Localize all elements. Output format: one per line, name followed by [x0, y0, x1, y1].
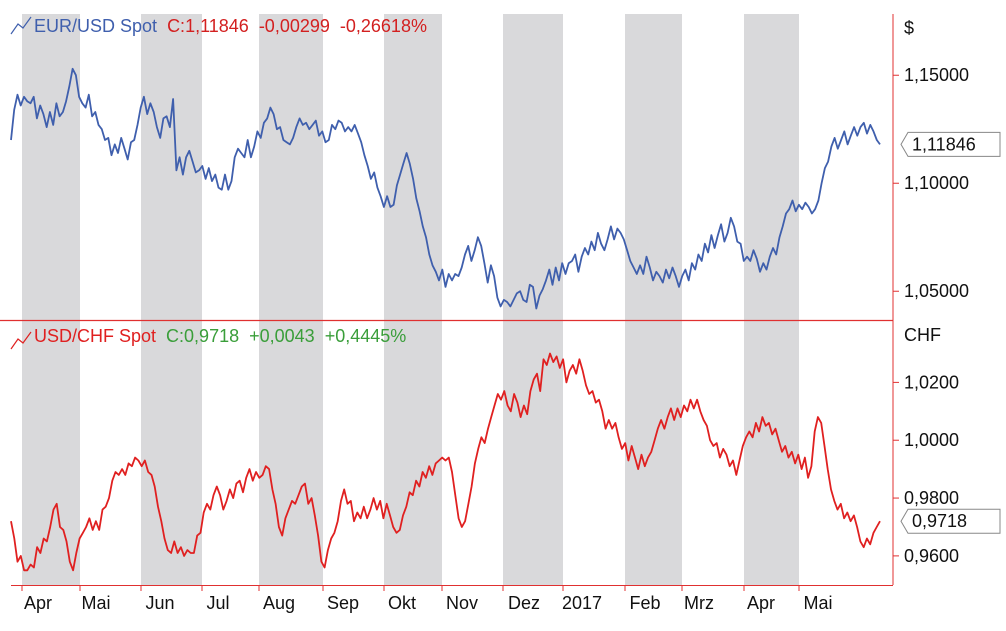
x-tick-label: Mai [803, 593, 832, 613]
x-axis-ticks: Apr Mai Jun Jul Aug Sep Okt Nov Dez 2017 Feb Mrz Apr… [21, 585, 833, 613]
month-band [384, 14, 442, 585]
month-band [259, 14, 323, 585]
x-tick-label: Sep [327, 593, 359, 613]
eurusd-legend: EUR/USD Spot C:1,11846 -0,00299 -0,26618… [10, 16, 427, 36]
x-tick-label: Dez [508, 593, 540, 613]
plot-frame [0, 14, 894, 586]
eurusd-change-pct: -0,26618% [340, 16, 427, 36]
x-tick-label: Apr [747, 593, 775, 613]
month-shading-bands [22, 14, 799, 585]
x-tick-label: Okt [388, 593, 416, 613]
x-tick-label: Jun [145, 593, 174, 613]
usdchf-series-line [10, 352, 881, 572]
y-tick-label: 1,0200 [904, 372, 959, 392]
month-band [22, 14, 80, 585]
usdchf-title: USD/CHF Spot [34, 326, 156, 346]
x-tick-label: Aug [263, 593, 295, 613]
eurusd-current-value: 1,11846 [912, 134, 976, 154]
usdchf-unit-label: CHF [904, 325, 941, 345]
y-tick-label: 1,10000 [904, 173, 969, 193]
usdchf-current-value: 0,9718 [912, 511, 967, 531]
eurusd-change: -0,00299 [259, 16, 330, 36]
y-tick-label: 1,15000 [904, 65, 969, 85]
y-tick-label: 1,0000 [904, 430, 959, 450]
eurusd-close-label: C:1,11846 [167, 16, 249, 36]
y-tick-label: 0,9600 [904, 546, 959, 566]
y-axis-ticks: 1,15000 1,10000 1,05000 1,0200 1,0000 0,9800 0… [893, 65, 969, 566]
usdchf-current-tag: 0,9718 [900, 508, 1001, 534]
month-band [744, 14, 799, 585]
usdchf-line-icon [10, 331, 32, 350]
usdchf-change-pct: +0,4445% [325, 326, 407, 346]
y-tick-label: 0,9800 [904, 488, 959, 508]
eurusd-series-line [10, 67, 881, 310]
usdchf-change: +0,0043 [249, 326, 315, 346]
x-tick-label: Feb [629, 593, 660, 613]
x-tick-label: Mrz [684, 593, 714, 613]
x-tick-label: Jul [206, 593, 229, 613]
month-band [625, 14, 682, 585]
usdchf-legend: USD/CHF Spot C:0,9718 +0,0043 +0,4445% [10, 326, 406, 350]
eurusd-unit-label: $ [904, 18, 914, 38]
svg-text:EUR/USD Spot C:1,11846: EUR/USD Spot C:1,11846 -0,00299 -0,26618… [34, 16, 427, 36]
x-tick-label: Apr [24, 593, 52, 613]
eurusd-line-icon [10, 16, 32, 35]
svg-text:USD/CHF Spot C:0,9718: USD/CHF Spot C:0,9718 +0,0043 +0,4445% [34, 326, 406, 346]
usdchf-close-label: C:0,9718 [166, 326, 239, 346]
month-band [503, 14, 563, 585]
eurusd-current-tag: 1,11846 [900, 131, 1001, 157]
x-tick-label: Mai [81, 593, 110, 613]
month-band [141, 14, 202, 585]
y-tick-label: 1,05000 [904, 281, 969, 301]
eurusd-title: EUR/USD Spot [34, 16, 157, 36]
series-lines [10, 67, 881, 572]
x-tick-label: 2017 [562, 593, 602, 613]
x-tick-label: Nov [446, 593, 478, 613]
